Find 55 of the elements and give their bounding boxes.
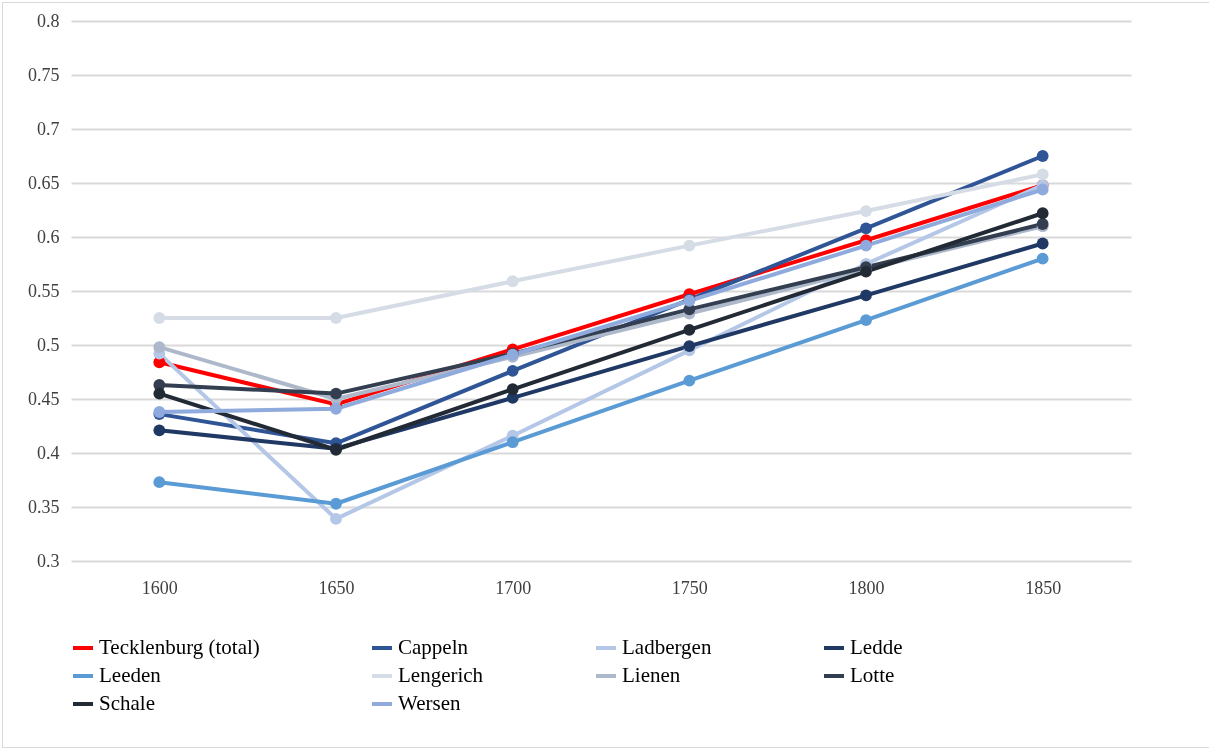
point — [1036, 252, 1049, 265]
legend-label: Lengerich — [398, 663, 484, 687]
point — [1036, 207, 1049, 220]
point — [683, 374, 696, 387]
point — [330, 312, 342, 324]
y-tick-label: 0.35 — [28, 496, 60, 517]
x-tick-label: 1600 — [141, 577, 178, 598]
point — [1036, 237, 1049, 250]
point — [860, 205, 872, 217]
point — [153, 476, 166, 489]
x-tick-label: 1650 — [318, 577, 355, 598]
y-tick-label: 0.4 — [37, 442, 60, 463]
legend-label: Cappeln — [398, 635, 469, 659]
legend-label: Schale — [99, 691, 155, 715]
y-tick-label: 0.45 — [28, 388, 60, 409]
point — [683, 340, 696, 352]
point — [1036, 168, 1049, 181]
x-tick-label: 1850 — [1025, 577, 1062, 598]
point — [683, 239, 696, 252]
legend-label: Lienen — [622, 663, 681, 687]
point — [330, 387, 342, 400]
x-tick-label: 1750 — [671, 577, 708, 598]
point — [1036, 150, 1049, 162]
y-tick-label: 0.7 — [37, 118, 60, 139]
point — [153, 387, 166, 400]
point — [860, 239, 872, 252]
legend-label: Lotte — [850, 663, 895, 687]
point — [153, 312, 166, 324]
legend-label: Tecklenburg (total) — [99, 635, 260, 659]
point — [153, 424, 166, 437]
point — [860, 222, 872, 235]
point — [683, 323, 696, 336]
point — [1036, 183, 1049, 196]
point — [506, 383, 519, 396]
legend-label: Wersen — [398, 691, 461, 715]
y-tick-label: 0.75 — [28, 64, 60, 85]
point — [506, 275, 519, 288]
x-tick-label: 1700 — [495, 577, 532, 598]
point — [506, 436, 519, 449]
legend-label: Ledde — [850, 635, 903, 659]
point — [860, 314, 872, 327]
point — [860, 289, 872, 302]
point — [330, 512, 342, 525]
y-tick-label: 0.8 — [37, 10, 60, 31]
point — [506, 365, 519, 377]
y-tick-label: 0.5 — [37, 334, 60, 355]
y-tick-label: 0.3 — [37, 550, 60, 571]
x-tick-label: 1800 — [848, 577, 885, 598]
point — [330, 497, 342, 510]
point — [153, 341, 166, 354]
y-tick-label: 0.55 — [28, 280, 60, 301]
legend-label: Ladbergen — [622, 635, 712, 659]
y-tick-label: 0.6 — [37, 226, 60, 247]
legend-label: Leeden — [99, 663, 162, 687]
y-tick-label: 0.65 — [28, 172, 60, 193]
